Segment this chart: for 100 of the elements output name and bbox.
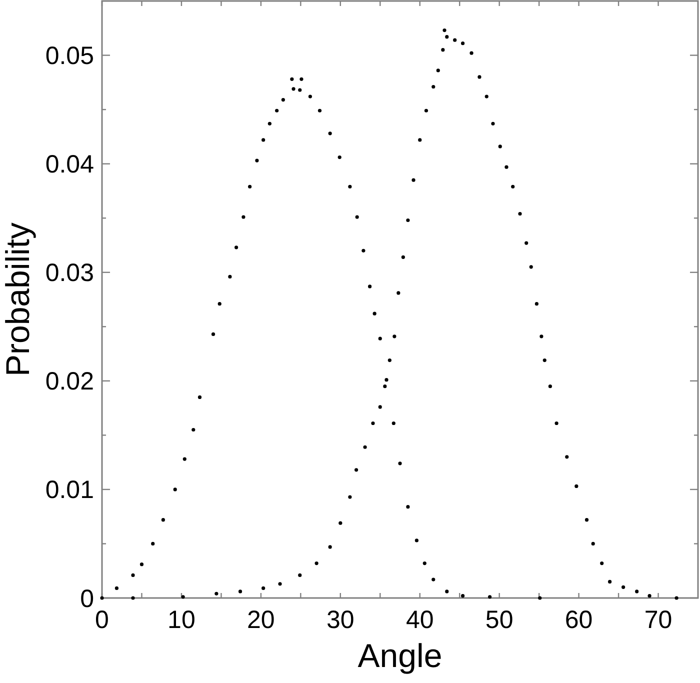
point xyxy=(398,462,402,466)
point xyxy=(406,505,410,509)
point xyxy=(542,358,546,362)
point xyxy=(211,332,216,336)
point xyxy=(300,77,304,81)
point xyxy=(308,94,312,98)
point xyxy=(371,421,375,426)
point xyxy=(348,184,352,188)
point xyxy=(424,108,428,112)
point xyxy=(363,445,367,449)
point xyxy=(534,302,538,306)
point xyxy=(491,122,495,126)
point xyxy=(498,144,502,148)
point xyxy=(406,218,410,222)
point xyxy=(228,274,232,279)
point xyxy=(529,265,533,269)
point xyxy=(181,595,185,599)
y-axis-title: Probability xyxy=(0,222,36,377)
point xyxy=(114,586,118,590)
point xyxy=(248,184,252,188)
point xyxy=(392,421,396,426)
point xyxy=(548,384,552,388)
point xyxy=(488,595,492,599)
y-tick-label: 0.05 xyxy=(45,42,94,70)
point xyxy=(445,590,449,594)
point xyxy=(392,334,396,338)
point xyxy=(140,562,144,566)
point xyxy=(460,594,465,598)
point xyxy=(418,138,422,142)
point xyxy=(275,108,279,112)
point xyxy=(298,88,302,92)
point xyxy=(635,590,639,594)
point xyxy=(292,87,296,91)
y-tick-label: 0.04 xyxy=(45,150,94,179)
x-tick-label: 10 xyxy=(168,606,196,634)
point xyxy=(414,538,418,542)
point xyxy=(234,246,238,250)
point xyxy=(182,457,186,461)
point xyxy=(328,132,332,136)
y-tick-label: 0.03 xyxy=(45,259,94,288)
point xyxy=(453,38,457,42)
x-tick-label: 60 xyxy=(564,606,593,634)
point xyxy=(242,215,246,219)
point xyxy=(524,241,528,245)
y-tick-label: 0 xyxy=(80,584,94,613)
y-tick-label: 0.02 xyxy=(45,368,94,396)
point xyxy=(540,334,544,338)
point xyxy=(314,561,318,566)
point xyxy=(238,590,242,594)
point xyxy=(574,484,578,488)
point xyxy=(565,455,569,459)
point xyxy=(214,592,218,596)
point xyxy=(470,51,474,55)
point xyxy=(383,384,387,388)
point xyxy=(355,215,359,219)
point xyxy=(384,378,388,382)
point xyxy=(372,312,376,316)
point xyxy=(378,336,382,340)
point xyxy=(504,165,508,169)
point xyxy=(192,428,196,432)
point xyxy=(432,84,436,89)
point xyxy=(255,158,259,162)
point xyxy=(396,291,400,295)
point xyxy=(100,596,104,600)
point xyxy=(460,42,465,46)
point xyxy=(354,468,358,472)
point xyxy=(608,580,612,584)
point xyxy=(348,495,352,499)
point xyxy=(198,395,202,399)
point xyxy=(412,178,416,182)
point xyxy=(218,302,222,306)
point xyxy=(281,98,285,102)
point xyxy=(262,138,266,142)
point xyxy=(401,255,405,259)
point xyxy=(131,573,135,578)
point xyxy=(432,578,436,582)
point xyxy=(445,35,449,39)
point xyxy=(478,75,482,79)
point xyxy=(538,596,542,600)
point xyxy=(278,582,282,586)
point xyxy=(290,77,294,81)
y-tick-label: 0.01 xyxy=(45,476,94,504)
point xyxy=(318,108,322,112)
point xyxy=(151,542,155,546)
point xyxy=(422,561,426,566)
point xyxy=(591,542,595,546)
x-tick-label: 70 xyxy=(644,606,672,634)
point xyxy=(648,594,652,598)
point xyxy=(388,358,392,362)
point xyxy=(518,212,522,216)
point xyxy=(622,585,626,589)
point xyxy=(436,68,440,72)
point xyxy=(362,248,366,252)
point xyxy=(584,518,589,522)
point xyxy=(268,122,272,126)
x-tick-label: 50 xyxy=(485,606,514,634)
x-axis-title: Angle xyxy=(358,637,442,674)
point xyxy=(131,596,135,600)
point xyxy=(600,561,604,566)
x-tick-label: 20 xyxy=(247,606,275,634)
